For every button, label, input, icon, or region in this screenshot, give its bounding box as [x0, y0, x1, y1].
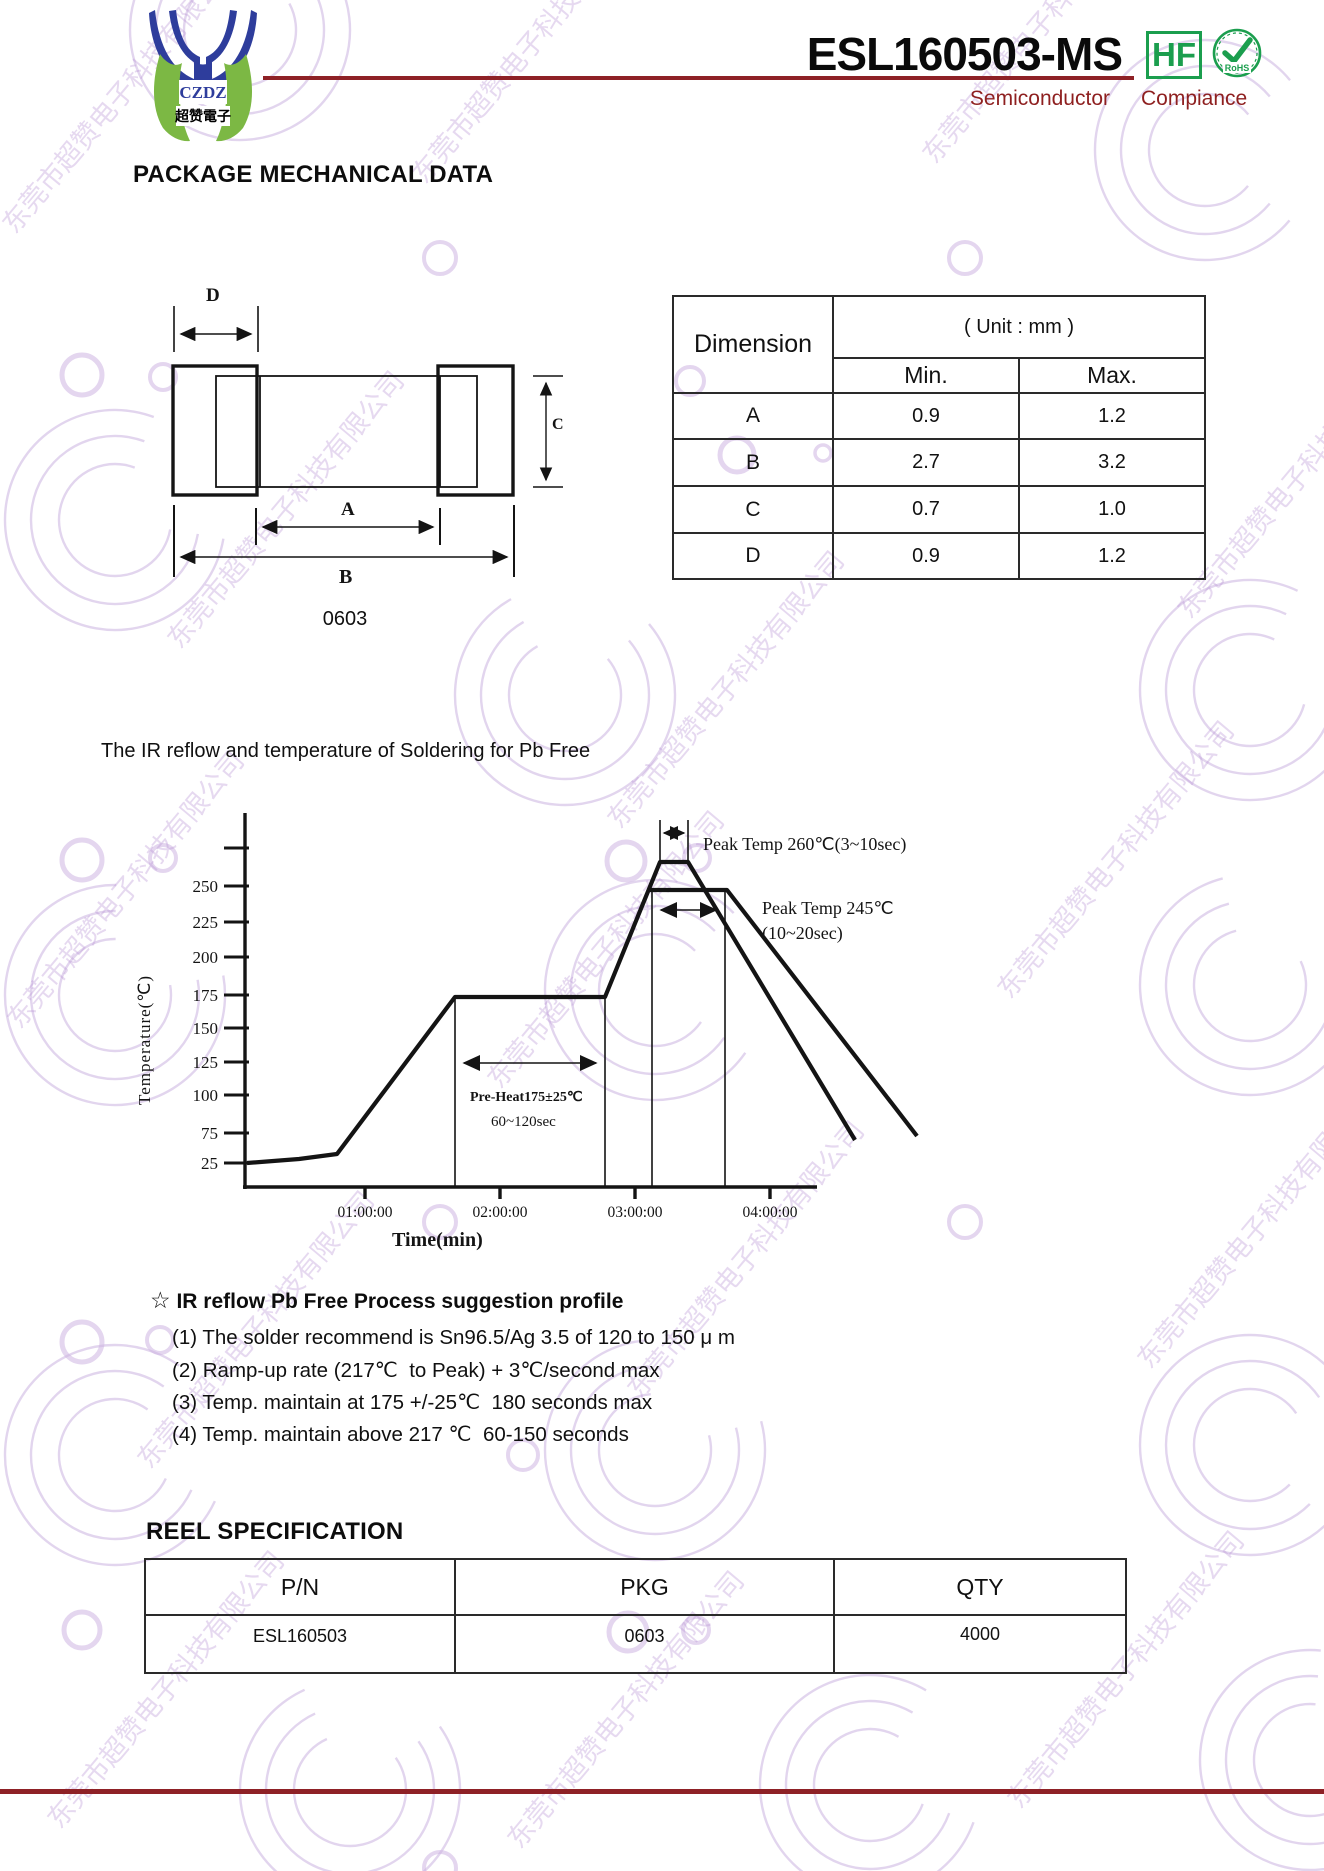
dimension-table-header-unit: ( Unit : mm ) — [832, 295, 1206, 359]
table-row: ESL160503 0603 4000 — [144, 1614, 1127, 1674]
logo-text: CZDZ — [179, 83, 226, 102]
svg-text:04:00:00: 04:00:00 — [742, 1204, 797, 1221]
dim-label-d: D — [206, 285, 220, 306]
reel-value-pn: ESL160503 — [144, 1614, 456, 1674]
dim-row-label: B — [672, 438, 834, 487]
rohs-icon: RoHS — [1212, 28, 1262, 78]
dim-row-min: 0.9 — [832, 392, 1020, 440]
section-title-reel: REEL SPECIFICATION — [146, 1518, 404, 1545]
tagline-compiance: Compiance — [1141, 87, 1248, 110]
dim-row-max: 1.2 — [1018, 392, 1206, 440]
process-profile-heading-text: IR reflow Pb Free Process suggestion pro… — [176, 1290, 624, 1313]
dimension-table-header-min: Min. — [832, 357, 1020, 394]
profile-curve-260 — [246, 859, 857, 1166]
terminal-left — [171, 364, 259, 497]
svg-text:01:00:00: 01:00:00 — [337, 1204, 392, 1221]
dim-row-max: 1.2 — [1018, 532, 1206, 580]
logo-subtext: 超赞電子 — [174, 108, 231, 124]
annotation-peak245-time: (10~20sec) — [762, 923, 843, 944]
profile-curve-245 — [649, 887, 919, 1138]
table-row: B 2.7 3.2 — [672, 438, 1206, 487]
annotation-preheat-time: 60~120sec — [491, 1114, 556, 1130]
svg-text:100: 100 — [193, 1086, 219, 1105]
package-body — [215, 375, 478, 488]
watermark-text: 东莞市超赞电子科技有限公司 — [602, 546, 851, 834]
package-size-label: 0603 — [322, 608, 368, 630]
reel-header-pn: P/N — [144, 1558, 456, 1616]
company-logo: CZDZ 超赞電子 — [149, 10, 257, 142]
section-title-package: PACKAGE MECHANICAL DATA — [133, 161, 494, 188]
svg-text:03:00:00: 03:00:00 — [607, 1204, 662, 1221]
svg-text:225: 225 — [193, 913, 219, 932]
annotation-peak260: Peak Temp 260℃(3~10sec) — [703, 834, 906, 855]
terminal-right — [436, 364, 515, 497]
dim-row-label: D — [672, 532, 834, 580]
process-item-4: (4) Temp. maintain above 217 ℃ 60-150 se… — [172, 1423, 629, 1446]
svg-text:175: 175 — [193, 986, 219, 1005]
package-outline-diagram: D C A B — [171, 285, 564, 588]
table-row: C 0.7 1.0 — [672, 485, 1206, 534]
process-item-2: (2) Ramp-up rate (217℃ to Peak) + 3℃/sec… — [172, 1359, 660, 1382]
annotation-preheat: Pre-Heat175±25℃ — [470, 1090, 583, 1105]
rohs-label: RoHS — [1225, 63, 1250, 73]
svg-text:02:00:00: 02:00:00 — [472, 1204, 527, 1221]
y-axis-ticks — [224, 846, 249, 1165]
process-item-1: (1) The solder recommend is Sn96.5/Ag 3.… — [172, 1326, 735, 1349]
dimension-table-header-dimension: Dimension — [672, 295, 834, 394]
dim-label-c: C — [552, 416, 564, 433]
watermark-text: 东莞市超赞电子科技有限公司 — [917, 0, 1166, 169]
construction-lines — [454, 820, 726, 1187]
x-axis-title: Time(min) — [392, 1229, 483, 1251]
reflow-intro-text: The IR reflow and temperature of Solderi… — [101, 740, 591, 762]
dim-row-min: 2.7 — [832, 438, 1020, 487]
dim-row-label: C — [672, 485, 834, 534]
table-row: A 0.9 1.2 — [672, 392, 1206, 440]
dimension-table: Dimension ( Unit : mm ) Min. Max. A 0.9 … — [672, 295, 1206, 580]
dim-row-min: 0.9 — [832, 532, 1020, 580]
dim-row-max: 3.2 — [1018, 438, 1206, 487]
footer-divider-line — [0, 1789, 1324, 1794]
y-tick-labels: 250 225 200 175 150 125 100 75 25 — [193, 877, 219, 1173]
star-icon: ☆ — [150, 1287, 171, 1313]
dim-row-label: A — [672, 392, 834, 440]
reel-value-pkg: 0603 — [454, 1614, 835, 1674]
reel-header-qty: QTY — [833, 1558, 1127, 1616]
svg-text:200: 200 — [193, 948, 219, 967]
reel-value-qty: 4000 — [833, 1614, 1127, 1674]
reflow-profile-chart: 250 225 200 175 150 125 100 75 25 01:00:… — [135, 813, 919, 1251]
dimension-table-header-max: Max. — [1018, 357, 1206, 394]
svg-text:25: 25 — [201, 1154, 218, 1173]
header-divider-line — [263, 76, 1134, 80]
table-row: D 0.9 1.2 — [672, 532, 1206, 580]
process-profile-heading: ☆ IR reflow Pb Free Process suggestion p… — [150, 1287, 623, 1314]
reel-spec-table: P/N PKG QTY ESL160503 0603 4000 — [144, 1558, 1127, 1674]
dim-label-b: B — [339, 566, 352, 588]
hf-badge: HF — [1146, 31, 1202, 79]
x-tick-labels: 01:00:00 02:00:00 03:00:00 04:00:00 — [337, 1204, 797, 1221]
svg-text:75: 75 — [201, 1124, 218, 1143]
dim-label-a: A — [341, 499, 355, 520]
annotation-peak245: Peak Temp 245℃ — [762, 898, 894, 918]
process-item-3: (3) Temp. maintain at 175 +/-25℃ 180 sec… — [172, 1391, 653, 1414]
y-axis-title: Temperature(℃) — [135, 975, 154, 1105]
x-axis-ticks — [363, 1187, 772, 1199]
svg-text:125: 125 — [193, 1053, 219, 1072]
svg-text:250: 250 — [193, 877, 219, 896]
watermark-text: 东莞市超赞电子科技有限公司 — [992, 716, 1241, 1004]
reel-header-pkg: PKG — [454, 1558, 835, 1616]
dim-row-max: 1.0 — [1018, 485, 1206, 534]
dim-row-min: 0.7 — [832, 485, 1020, 534]
tagline-semiconductor: Semiconductor — [969, 87, 1110, 110]
watermark-text: 东莞市超赞电子科技有限公司 — [1132, 1086, 1324, 1374]
svg-text:150: 150 — [193, 1019, 219, 1038]
rohs-check-icon — [1222, 37, 1253, 64]
page-title: ESL160503-MS — [806, 28, 1123, 80]
